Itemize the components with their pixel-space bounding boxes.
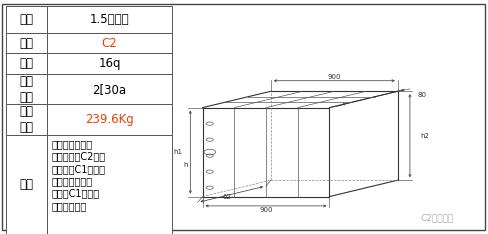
Text: 239.6Kg: 239.6Kg [85,113,134,126]
Text: 名称: 名称 [20,13,34,26]
Text: h: h [183,162,188,168]
Bar [47,104,172,135]
Bar [47,135,172,234]
Text: h2: h2 [420,133,429,139]
Text: 900: 900 [327,73,341,80]
Text: 代号: 代号 [20,37,34,50]
Text: 用途: 用途 [20,178,34,191]
Bar [6,104,47,135]
Text: h1: h1 [174,149,183,155]
Text: 断面
组成: 断面 组成 [20,75,34,104]
Bar [6,135,47,234]
Bar [6,33,47,53]
Text: 62: 62 [223,194,231,200]
Text: 1.5米立柱: 1.5米立柱 [90,13,129,26]
Bar [47,33,172,53]
Text: 桥墩结构的主要
立柱，两根C2可以
代替一根C1使用，
但节点板安装部
位应与C1在同一
水平高度处。: 桥墩结构的主要 立柱，两根C2可以 代替一根C1使用， 但节点板安装部 位应与C… [51,139,105,211]
Bar [6,74,47,104]
Bar [6,6,47,33]
Text: C2: C2 [102,37,118,50]
Text: C2三实科技: C2三实科技 [420,213,453,222]
Bar [6,53,47,74]
Text: 每件
重量: 每件 重量 [20,105,34,134]
Text: 材质: 材质 [20,57,34,70]
Bar [47,6,172,33]
Text: 16q: 16q [98,57,121,70]
Bar [47,53,172,74]
Text: 80: 80 [418,92,427,98]
Text: 900: 900 [259,207,273,213]
Text: 2[30a: 2[30a [93,83,126,96]
Bar [47,74,172,104]
